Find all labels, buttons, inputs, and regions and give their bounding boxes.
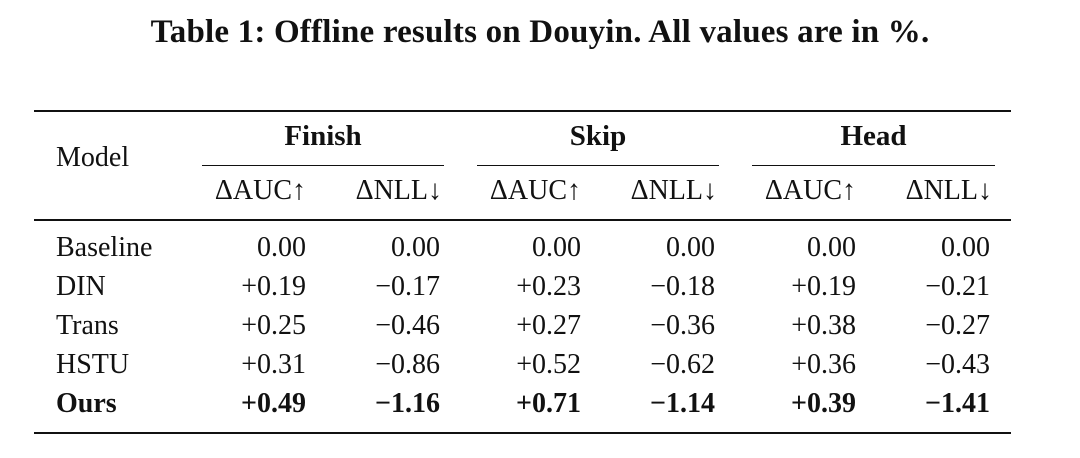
table-caption: Table 1: Offline results on Douyin. All … (150, 14, 930, 50)
cell-din-finish-nll: −0.17 (375, 271, 440, 302)
group-underline-skip (477, 165, 719, 166)
cell-baseline-head-nll: 0.00 (941, 232, 990, 263)
row-label-hstu: HSTU (56, 349, 130, 380)
cell-ours-finish-nll: −1.16 (375, 388, 440, 419)
metric-header-skip-nll: ΔNLL↓ (630, 175, 717, 206)
cell-baseline-head-auc: 0.00 (807, 232, 856, 263)
cell-baseline-finish-auc: 0.00 (257, 232, 306, 263)
row-label-baseline: Baseline (56, 232, 153, 263)
cell-ours-skip-auc: +0.71 (516, 388, 581, 419)
group-header-finish: Finish (284, 120, 362, 152)
cell-hstu-head-auc: +0.36 (791, 349, 856, 380)
cell-din-finish-auc: +0.19 (241, 271, 306, 302)
cell-din-skip-auc: +0.23 (516, 271, 581, 302)
cell-hstu-head-nll: −0.43 (925, 349, 990, 380)
group-header-skip: Skip (569, 120, 627, 152)
group-underline-finish (202, 165, 444, 166)
cell-trans-head-nll: −0.27 (925, 310, 990, 341)
cell-trans-finish-nll: −0.46 (375, 310, 440, 341)
metric-header-finish-auc: ΔAUC↑ (214, 175, 306, 206)
metric-header-head-nll: ΔNLL↓ (905, 175, 992, 206)
table-mid-rule (34, 219, 1011, 221)
cell-baseline-skip-nll: 0.00 (666, 232, 715, 263)
table-top-rule (34, 110, 1011, 112)
cell-din-skip-nll: −0.18 (650, 271, 715, 302)
cell-ours-finish-auc: +0.49 (241, 388, 306, 419)
cell-trans-skip-nll: −0.36 (650, 310, 715, 341)
metric-header-finish-nll: ΔNLL↓ (355, 175, 442, 206)
metric-header-skip-auc: ΔAUC↑ (489, 175, 581, 206)
cell-trans-finish-auc: +0.25 (241, 310, 306, 341)
group-underline-head (752, 165, 995, 166)
cell-hstu-finish-nll: −0.86 (375, 349, 440, 380)
group-header-head: Head (840, 120, 907, 152)
cell-trans-skip-auc: +0.27 (516, 310, 581, 341)
row-label-din: DIN (56, 271, 106, 302)
table-bottom-rule (34, 432, 1011, 434)
row-label-ours: Ours (56, 388, 117, 419)
cell-hstu-skip-nll: −0.62 (650, 349, 715, 380)
cell-baseline-finish-nll: 0.00 (391, 232, 440, 263)
cell-din-head-nll: −0.21 (925, 271, 990, 302)
cell-ours-head-auc: +0.39 (791, 388, 856, 419)
metric-header-head-auc: ΔAUC↑ (764, 175, 856, 206)
cell-hstu-finish-auc: +0.31 (241, 349, 306, 380)
cell-trans-head-auc: +0.38 (791, 310, 856, 341)
cell-ours-skip-nll: −1.14 (650, 388, 715, 419)
cell-hstu-skip-auc: +0.52 (516, 349, 581, 380)
header-model: Model (56, 142, 130, 173)
cell-ours-head-nll: −1.41 (925, 388, 990, 419)
cell-baseline-skip-auc: 0.00 (532, 232, 581, 263)
cell-din-head-auc: +0.19 (791, 271, 856, 302)
row-label-trans: Trans (56, 310, 119, 341)
